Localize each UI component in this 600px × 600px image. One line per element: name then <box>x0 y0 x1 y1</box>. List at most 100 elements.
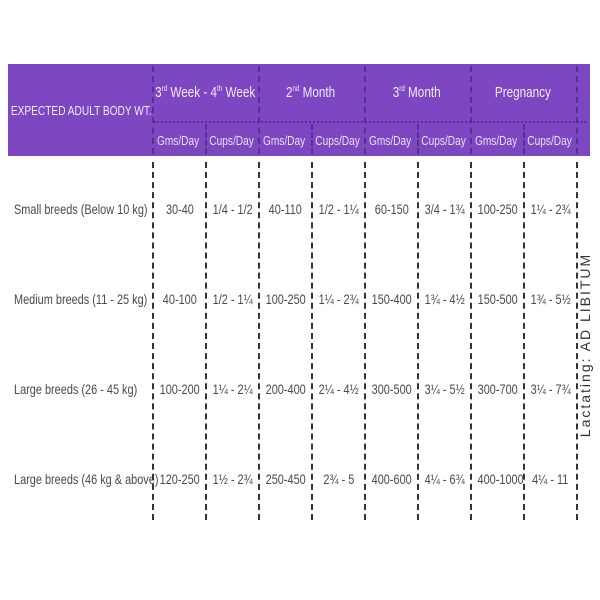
cell-value: 60-150 <box>374 201 409 217</box>
cell-value: 1¼ - 2¼ <box>212 381 253 397</box>
subcolumn-header: Cups/Day <box>205 124 258 156</box>
table-cell: 4¼ - 11 <box>524 471 577 487</box>
header-column-divider <box>205 124 207 154</box>
column-group-label: 3rd Week - 4th Week <box>155 84 255 101</box>
subcolumn-label: Gms/Day <box>263 132 306 148</box>
table-cell: 1¾ - 4½ <box>418 291 471 307</box>
cell-value: 4¼ - 6¾ <box>424 471 465 487</box>
label-segment: Week - 4 <box>167 83 217 101</box>
cell-value: 1/2 - 1¼ <box>212 291 253 307</box>
table-cell: 60-150 <box>365 201 418 217</box>
label-segment: 3 <box>154 83 162 101</box>
superscript: th <box>216 83 223 93</box>
cell-value: 1/2 - 1¼ <box>318 201 359 217</box>
table-cell: 1/2 - 1¼ <box>312 201 365 217</box>
cell-value: 3¼ - 5½ <box>424 381 465 397</box>
table-cell: 300-500 <box>365 381 418 397</box>
table-cell: 100-250 <box>471 201 524 217</box>
cell-value: 200-400 <box>265 381 306 397</box>
cell-value: 400-600 <box>371 471 412 487</box>
column-divider <box>258 162 260 520</box>
label-segment: Month <box>299 83 336 101</box>
table-cell: 2¾ - 5 <box>312 471 365 487</box>
cell-value: 150-400 <box>371 291 412 307</box>
column-group-header: Pregnancy <box>470 64 576 120</box>
label-segment: Pregnancy <box>495 83 551 101</box>
column-group-label: Pregnancy <box>495 84 551 101</box>
table-cell: 1¼ - 2¾ <box>524 201 577 217</box>
cell-value: 1¼ - 2¾ <box>318 291 359 307</box>
row-label: Large breeds (26 - 45 kg) <box>14 381 138 397</box>
cell-value: 250-450 <box>265 471 306 487</box>
subcolumn-label: Cups/Day <box>315 132 360 148</box>
table-cell: 1¾ - 5½ <box>524 291 577 307</box>
cell-value: 2¾ - 5 <box>323 471 354 487</box>
column-divider <box>311 162 313 520</box>
row-header-label: EXPECTED ADULT BODY WT. <box>10 102 152 118</box>
subcolumn-label: Gms/Day <box>157 132 200 148</box>
cell-value: 100-200 <box>159 381 200 397</box>
column-divider <box>205 162 207 520</box>
cell-value: 300-500 <box>371 381 412 397</box>
table-cell: 400-1000 <box>471 471 524 487</box>
subcolumn-header: Cups/Day <box>311 124 364 156</box>
header-divider <box>154 121 586 123</box>
superscript: rd <box>161 83 168 93</box>
header-column-divider <box>258 66 260 154</box>
table-header: EXPECTED ADULT BODY WT. 3rd Week - 4th W… <box>8 64 590 156</box>
table-cell: 100-250 <box>259 291 312 307</box>
cell-value: 100-250 <box>265 291 306 307</box>
label-segment: Week <box>222 83 256 101</box>
column-group-header: 3rd Week - 4th Week <box>152 64 258 120</box>
subcolumn-header: Cups/Day <box>417 124 470 156</box>
table-cell: 40-110 <box>259 201 312 217</box>
subcolumn-header: Gms/Day <box>152 124 205 156</box>
table-cell: 150-400 <box>365 291 418 307</box>
cell-value: 150-500 <box>477 291 518 307</box>
table-cell: 100-200 <box>153 381 206 397</box>
subcolumn-label: Gms/Day <box>369 132 412 148</box>
header-column-divider <box>576 66 578 154</box>
column-group-label: 2nd Month <box>286 84 335 101</box>
table-cell: 200-400 <box>259 381 312 397</box>
cell-value: 2¼ - 4½ <box>318 381 359 397</box>
label-segment: 3 <box>393 83 400 101</box>
table-cell: 3¼ - 5½ <box>418 381 471 397</box>
table-cell: 3¼ - 7¾ <box>524 381 577 397</box>
cell-value: 3/4 - 1¾ <box>424 201 465 217</box>
subcolumn-header: Gms/Day <box>258 124 311 156</box>
table-cell: 2¼ - 4½ <box>312 381 365 397</box>
header-column-divider <box>470 66 472 154</box>
column-group-label: 3rd Month <box>393 84 441 101</box>
column-divider <box>470 162 472 520</box>
column-divider <box>523 162 525 520</box>
header-column-divider <box>152 66 154 154</box>
subcolumn-header: Cups/Day <box>523 124 576 156</box>
cell-value: 40-100 <box>162 291 197 307</box>
table-cell: 400-600 <box>365 471 418 487</box>
header-column-divider <box>311 124 313 154</box>
row-label: Medium breeds (11 - 25 kg) <box>14 291 148 307</box>
cell-value: 100-250 <box>477 201 518 217</box>
table-cell: 1/2 - 1¼ <box>206 291 259 307</box>
column-divider <box>576 162 578 520</box>
column-divider <box>152 162 154 520</box>
cell-value: 1¼ - 2¾ <box>530 201 571 217</box>
header-column-divider <box>417 124 419 154</box>
subcolumn-label: Cups/Day <box>421 132 466 148</box>
cell-value: 120-250 <box>159 471 200 487</box>
cell-value: 300-700 <box>477 381 518 397</box>
column-group-header: 2nd Month <box>258 64 364 120</box>
cell-value: 30-40 <box>165 201 194 217</box>
table-cell: 120-250 <box>153 471 206 487</box>
table-cell: 150-500 <box>471 291 524 307</box>
column-divider <box>364 162 366 520</box>
subcolumn-label: Cups/Day <box>209 132 254 148</box>
column-divider <box>417 162 419 520</box>
superscript: rd <box>399 83 406 93</box>
header-column-divider <box>364 66 366 154</box>
table-cell: 3/4 - 1¾ <box>418 201 471 217</box>
row-label: Small breeds (Below 10 kg) <box>14 201 148 217</box>
table-cell: 40-100 <box>153 291 206 307</box>
subcolumn-label: Gms/Day <box>475 132 518 148</box>
